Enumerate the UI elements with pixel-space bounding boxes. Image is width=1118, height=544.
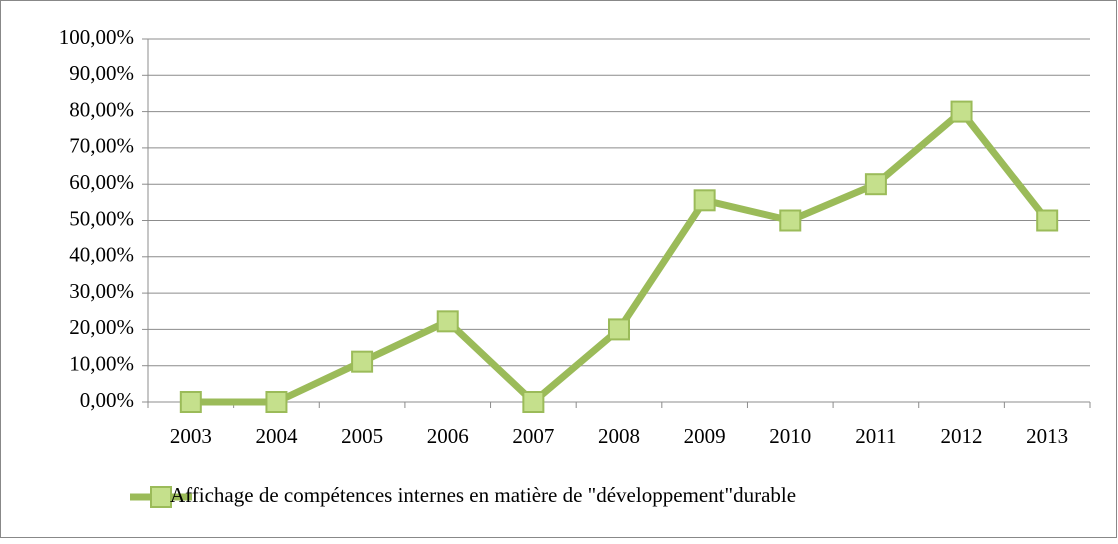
y-tick-label: 60,00%	[69, 170, 134, 194]
y-tick-label: 20,00%	[69, 315, 134, 339]
legend-marker	[150, 486, 172, 508]
x-tick-label: 2010	[769, 424, 811, 448]
x-tick-label: 2007	[512, 424, 554, 448]
data-marker	[179, 391, 202, 413]
data-marker	[436, 310, 459, 333]
y-tick-label: 80,00%	[69, 97, 134, 121]
data-marker	[950, 100, 973, 123]
data-marker	[779, 209, 802, 232]
x-tick-label: 2004	[255, 424, 298, 448]
data-marker	[265, 391, 288, 413]
x-tick-label: 2013	[1026, 424, 1068, 448]
x-tick-label: 2003	[170, 424, 212, 448]
x-tick-label: 2008	[598, 424, 640, 448]
y-tick-label: 0,00%	[80, 388, 134, 412]
x-tick-label: 2012	[941, 424, 983, 448]
data-marker	[693, 189, 716, 212]
y-tick-label: 70,00%	[69, 134, 134, 158]
data-marker	[1036, 209, 1059, 232]
data-marker	[608, 318, 630, 341]
y-tick-label: 100,00%	[59, 25, 134, 49]
data-marker	[864, 173, 887, 196]
legend-label: Affichage de compétences internes en mat…	[170, 483, 796, 507]
y-tick-label: 10,00%	[69, 352, 134, 376]
x-tick-label: 2005	[341, 424, 383, 448]
x-tick-label: 2006	[427, 424, 469, 448]
y-tick-label: 50,00%	[69, 206, 134, 230]
x-tick-label: 2009	[684, 424, 726, 448]
y-tick-label: 40,00%	[69, 243, 134, 267]
data-marker	[522, 391, 545, 413]
x-tick-label: 2011	[855, 424, 896, 448]
y-tick-label: 30,00%	[69, 279, 134, 303]
data-marker	[351, 350, 374, 373]
y-tick-label: 90,00%	[69, 61, 134, 85]
